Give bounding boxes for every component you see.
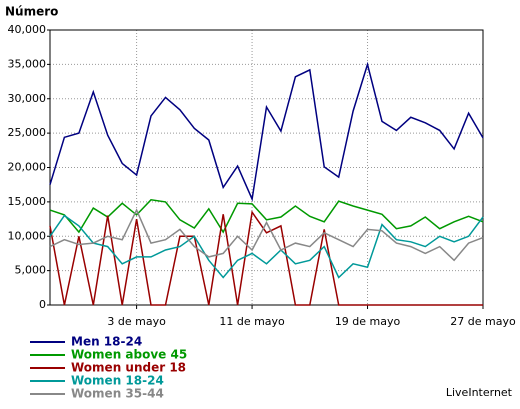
- series-line: [49, 199, 484, 234]
- x-tick-label: 19 de mayo: [335, 315, 401, 328]
- legend-label: Women 18-24: [71, 374, 164, 388]
- legend-label: Women under 18: [71, 361, 186, 375]
- x-tick-label: 27 de mayo: [450, 315, 516, 328]
- series-line: [49, 210, 483, 306]
- x-tick-label: 11 de mayo: [219, 315, 285, 328]
- series-line: [49, 208, 484, 262]
- series-line: [49, 214, 484, 279]
- y-tick-label: 40,000: [8, 23, 47, 36]
- y-tick-label: 30,000: [8, 92, 47, 105]
- y-tick-label: 15,000: [8, 195, 47, 208]
- y-tick-label: 0: [39, 298, 46, 311]
- chart-title: Número: [5, 5, 58, 19]
- plot-border: [49, 29, 484, 306]
- legend-label: Women 35-44: [71, 387, 164, 401]
- y-tick-label: 10,000: [8, 229, 47, 242]
- legend-label: Men 18-24: [71, 335, 142, 349]
- legend-label: Women above 45: [71, 348, 187, 362]
- watermark: LiveInternet: [446, 386, 513, 399]
- x-tick-label: 3 de mayo: [107, 315, 166, 328]
- y-tick-label: 5,000: [15, 264, 47, 277]
- y-tick-label: 20,000: [8, 161, 47, 174]
- series-line: [49, 61, 484, 202]
- y-tick-label: 25,000: [8, 126, 47, 139]
- y-tick-label: 35,000: [8, 57, 47, 70]
